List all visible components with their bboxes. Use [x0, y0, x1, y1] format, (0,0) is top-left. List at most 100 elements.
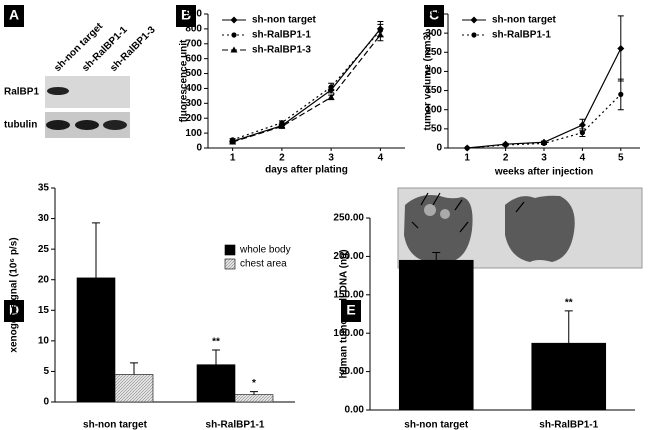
y-tick-label: 700	[185, 38, 202, 49]
y-tick-label: 0	[43, 397, 49, 408]
y-tick-label: 10	[38, 335, 50, 346]
y-tick-label: 250	[425, 47, 442, 58]
x-axis-label: weeks after injection	[494, 167, 593, 178]
legend-label: sh-RalBP1-1	[492, 30, 551, 41]
bar	[196, 364, 236, 403]
marker	[278, 122, 286, 129]
y-tick-label: 50	[431, 123, 443, 134]
y-axis-label: fluorescence unit	[179, 39, 190, 122]
panel-letter-box	[4, 5, 24, 27]
y-tick-label: 25	[38, 244, 50, 255]
marker	[229, 138, 237, 145]
row-label: RalBP1	[4, 87, 39, 98]
panel-letter: D	[9, 302, 19, 318]
y-tick-label: 300	[425, 28, 442, 39]
line	[467, 48, 622, 149]
x-tick-label: 3	[328, 153, 334, 164]
x-tick-label: 4	[580, 153, 586, 164]
marker	[541, 140, 547, 147]
y-tick-label: 150	[425, 85, 442, 96]
legend-swatch	[224, 258, 236, 270]
legend-marker	[230, 16, 238, 24]
y-tick-label: 200	[185, 113, 202, 124]
y-tick-label: 600	[185, 53, 202, 64]
legend-label: sh-RalBP1-3	[252, 45, 311, 56]
x-tick-label: sh-non target	[83, 420, 148, 430]
marker	[464, 145, 470, 151]
blot-band	[47, 87, 69, 95]
error-bar	[92, 222, 100, 278]
x-tick-label: 3	[541, 153, 547, 164]
x-axis-label: days after plating	[265, 165, 348, 176]
panel-letter-box	[341, 300, 361, 322]
y-tick-label: 400	[185, 83, 202, 94]
panel-letter: C	[429, 7, 439, 23]
legend-label: sh-non target	[492, 15, 557, 26]
x-tick-label: 1	[464, 153, 470, 164]
y-axis-label: xenogen signal (10⁶ p/s)	[9, 237, 20, 352]
y-tick-label: 150.00	[333, 289, 364, 300]
y-tick-label: 50.00	[339, 366, 364, 377]
line	[232, 28, 381, 142]
marker	[327, 93, 335, 100]
panel-letter: B	[181, 7, 191, 23]
bar	[531, 342, 607, 411]
x-tick-label: sh-RalBP1-1	[206, 420, 265, 430]
marker	[579, 130, 586, 136]
y-tick-label: 100.00	[333, 328, 364, 339]
y-tick-label: 200	[425, 66, 442, 77]
marker	[328, 84, 334, 90]
lung-tumor	[440, 209, 450, 219]
blot-band	[103, 120, 127, 130]
marker	[279, 120, 285, 126]
line	[232, 29, 381, 141]
legend-label: sh-RalBP1-1	[252, 30, 311, 41]
x-tick-label: sh-non target	[404, 420, 469, 430]
bar	[114, 374, 154, 403]
y-tick-label: 5	[43, 366, 49, 377]
significance: *	[252, 378, 256, 389]
y-tick-label: 30	[38, 213, 50, 224]
y-tick-label: 800	[185, 24, 202, 35]
lung	[505, 195, 575, 262]
bar	[76, 277, 116, 403]
legend-swatch	[224, 244, 236, 256]
bar	[234, 394, 274, 403]
y-tick-label: 900	[185, 9, 202, 20]
x-tick-label: 1	[230, 153, 236, 164]
x-tick-label: 2	[503, 153, 509, 164]
error-bar	[564, 310, 573, 344]
panel-letter: E	[346, 302, 355, 318]
y-tick-label: 200.00	[333, 251, 364, 262]
lung-tumor	[424, 204, 436, 216]
blot-band	[75, 120, 99, 130]
y-tick-label: 35	[38, 183, 50, 194]
y-tick-label: 350	[425, 9, 442, 20]
legend-label: whole body	[239, 245, 291, 256]
lung	[404, 195, 473, 262]
legend-label: sh-non target	[252, 15, 317, 26]
error-bar	[250, 391, 258, 395]
y-tick-label: 100	[185, 128, 202, 139]
error-bar	[432, 252, 441, 261]
legend-marker	[471, 32, 477, 38]
arrows	[411, 192, 525, 233]
error-bar	[130, 362, 138, 375]
y-tick-label: 250.00	[333, 213, 364, 224]
error-bar	[212, 349, 220, 365]
row-label: tubulin	[4, 120, 37, 131]
y-tick-label: 300	[185, 98, 202, 109]
y-axis-label: human tumor cell DNA (ng)	[339, 249, 350, 378]
marker	[503, 142, 509, 148]
panel-letter-box	[424, 5, 444, 27]
y-axis-label: tumor volume (mm3)	[423, 32, 434, 131]
x-tick-label: 2	[279, 153, 285, 164]
legend-marker	[231, 32, 237, 38]
x-tick-label: sh-RalBP1-1	[539, 420, 598, 430]
significance: **	[565, 298, 573, 309]
legend-marker	[470, 16, 478, 24]
marker	[578, 121, 586, 129]
y-tick-label: 20	[38, 274, 50, 285]
bar	[398, 259, 474, 411]
